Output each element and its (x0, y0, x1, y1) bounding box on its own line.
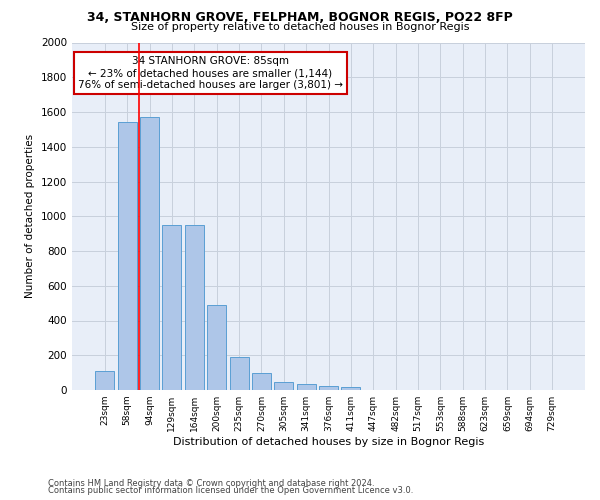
Text: Contains HM Land Registry data © Crown copyright and database right 2024.: Contains HM Land Registry data © Crown c… (48, 478, 374, 488)
Bar (163, 225, 181, 390)
Bar (118, 122, 137, 390)
Bar (341, 388, 361, 390)
Bar (207, 305, 226, 390)
Bar (296, 384, 316, 390)
Bar (274, 382, 293, 390)
Text: 34, STANHORN GROVE, FELPHAM, BOGNOR REGIS, PO22 8FP: 34, STANHORN GROVE, FELPHAM, BOGNOR REGI… (87, 11, 513, 24)
Bar (95, 371, 115, 390)
Bar (252, 374, 271, 390)
Text: Contains public sector information licensed under the Open Government Licence v3: Contains public sector information licen… (48, 486, 413, 495)
Bar (140, 117, 159, 390)
Text: 34 STANHORN GROVE: 85sqm
← 23% of detached houses are smaller (1,144)
76% of sem: 34 STANHORN GROVE: 85sqm ← 23% of detach… (78, 56, 343, 90)
X-axis label: Distribution of detached houses by size in Bognor Regis: Distribution of detached houses by size … (173, 437, 484, 447)
Text: Size of property relative to detached houses in Bognor Regis: Size of property relative to detached ho… (131, 22, 469, 32)
Bar (185, 225, 204, 390)
Bar (230, 357, 248, 390)
Y-axis label: Number of detached properties: Number of detached properties (25, 134, 35, 298)
Bar (319, 386, 338, 390)
